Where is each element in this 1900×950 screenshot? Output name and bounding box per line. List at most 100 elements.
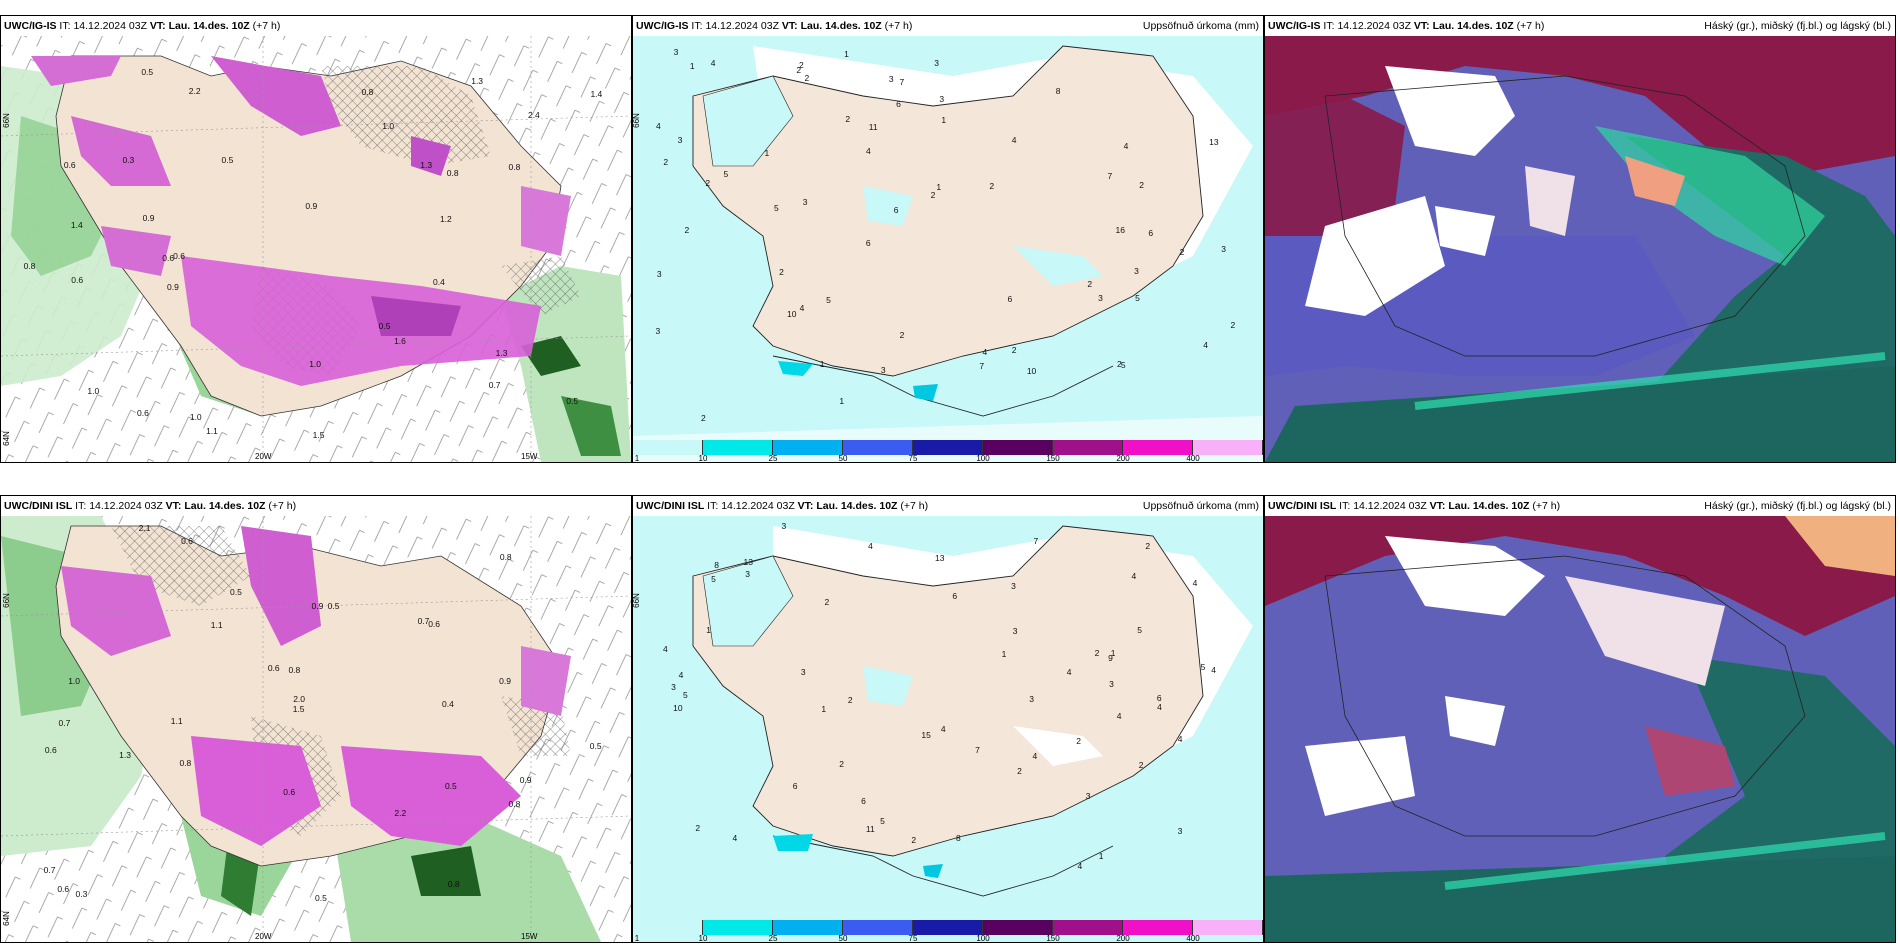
colorbar-segment bbox=[1193, 920, 1263, 935]
value-label: 0.8 bbox=[499, 551, 512, 562]
value-label: 5 bbox=[1200, 661, 1206, 672]
value-label: 3 bbox=[1134, 265, 1139, 276]
value-label: 5 bbox=[1137, 625, 1142, 636]
value-label: 4 bbox=[1123, 140, 1129, 151]
value-label: 0.8 bbox=[446, 167, 459, 178]
value-label: 2.2 bbox=[188, 86, 201, 97]
map-canvas bbox=[633, 36, 1263, 462]
value-label: 2 bbox=[989, 181, 995, 192]
colorbar-tick-label: 25 bbox=[768, 454, 778, 463]
colorbar-tick-label: 10 bbox=[698, 934, 708, 943]
value-label: 1 bbox=[941, 115, 947, 126]
value-label: 8 bbox=[1055, 85, 1061, 96]
value-label: 2 bbox=[798, 60, 804, 70]
value-label: 2 bbox=[663, 156, 669, 167]
colorbar-segment bbox=[983, 920, 1053, 935]
value-label: 0.3 bbox=[122, 154, 135, 165]
colorbar-segment bbox=[773, 440, 843, 455]
value-label: 3 bbox=[802, 196, 808, 207]
value-label: 4 bbox=[982, 346, 988, 357]
value-label: 1.0 bbox=[87, 386, 100, 397]
value-label: 0.8 bbox=[447, 879, 460, 890]
value-label: 0.5 bbox=[589, 741, 602, 752]
colorbar-tick-label: 1 bbox=[634, 934, 640, 943]
value-label: 1.2 bbox=[439, 213, 452, 224]
panel-dini-wind: UWC/DINI ISL IT: 14.12.2024 03Z VT: Lau.… bbox=[0, 495, 632, 943]
value-label: 3 bbox=[1177, 825, 1183, 836]
colorbar-segment bbox=[773, 920, 843, 935]
value-label: 0.8 bbox=[23, 261, 36, 272]
value-label: 3 bbox=[880, 365, 886, 376]
value-label: 1 bbox=[689, 60, 695, 71]
value-label: 3 bbox=[1085, 790, 1091, 801]
value-label: 1.1 bbox=[206, 426, 218, 437]
value-label: 0.4 bbox=[433, 276, 445, 287]
value-label: 2 bbox=[796, 64, 802, 75]
value-label: 7 bbox=[899, 77, 905, 88]
colorbar-tick-label: 75 bbox=[908, 454, 918, 463]
value-label: 4 bbox=[1116, 710, 1122, 721]
value-label: 4 bbox=[732, 833, 738, 844]
value-label: 0.6 bbox=[181, 535, 193, 546]
value-label: 4 bbox=[1157, 701, 1162, 712]
value-label: 1.0 bbox=[309, 359, 322, 370]
value-label: 2.2 bbox=[394, 808, 407, 819]
colorbar-segment bbox=[703, 920, 773, 935]
colorbar-tick-label: 50 bbox=[838, 934, 848, 943]
value-label: 0.6 bbox=[137, 408, 149, 419]
value-label: 4 bbox=[1203, 340, 1209, 351]
value-label: 5 bbox=[723, 169, 729, 180]
value-label: 2.4 bbox=[527, 109, 540, 120]
value-label: 5 bbox=[682, 690, 688, 701]
lat-label: 66N bbox=[1, 113, 11, 128]
value-label: 0.7 bbox=[488, 379, 501, 390]
precip-map bbox=[633, 36, 1263, 462]
value-label: 3 bbox=[781, 521, 787, 531]
colorbar-segment bbox=[1123, 920, 1193, 935]
value-label: 4 bbox=[868, 540, 873, 551]
value-label: 1.4 bbox=[70, 219, 83, 230]
value-label: 16 bbox=[1115, 225, 1125, 236]
value-label: 3 bbox=[1011, 581, 1016, 592]
value-label: 2 bbox=[1011, 344, 1017, 355]
panel-igis-wind: UWC/IG-IS IT: 14.12.2024 03Z VT: Lau. 14… bbox=[0, 15, 632, 463]
value-label: 11 bbox=[868, 122, 878, 133]
colorbar-tick-label: 100 bbox=[976, 454, 990, 463]
value-label: 2 bbox=[804, 72, 810, 83]
lat-label: 64N bbox=[1, 431, 11, 446]
value-label: 1.3 bbox=[119, 749, 131, 760]
lon-label: 20W bbox=[255, 452, 272, 461]
colorbar-segment bbox=[1053, 920, 1123, 935]
colorbar-tick-label: 400 bbox=[1186, 934, 1200, 943]
colorbar-tick-label: 200 bbox=[1116, 454, 1130, 463]
panel-title: UWC/DINI ISL IT: 14.12.2024 03Z VT: Lau.… bbox=[1265, 496, 1895, 516]
value-label: 2 bbox=[839, 758, 844, 769]
value-label: 0.8 bbox=[508, 161, 521, 172]
colorbar-tick-label: 25 bbox=[768, 934, 778, 943]
value-label: 1 bbox=[1001, 648, 1007, 659]
value-label: 2 bbox=[1087, 279, 1093, 290]
value-label: 0.5 bbox=[566, 395, 579, 406]
value-label: 3 bbox=[1221, 243, 1227, 254]
lat-label: 64N bbox=[1, 911, 11, 926]
value-label: 4 bbox=[656, 120, 661, 131]
colorbar-segment bbox=[703, 440, 773, 455]
value-label: 4 bbox=[1066, 667, 1072, 678]
value-label: 4 bbox=[678, 669, 684, 680]
value-label: 2 bbox=[695, 822, 701, 833]
value-label: 4 bbox=[1131, 571, 1137, 582]
value-label: 0.6 bbox=[267, 662, 280, 673]
value-label: 1.5 bbox=[312, 430, 325, 441]
value-label: 2 bbox=[1094, 648, 1100, 659]
value-label: 4 bbox=[710, 57, 716, 68]
value-label: 0.6 bbox=[173, 250, 185, 261]
value-label: 7 bbox=[1033, 535, 1039, 546]
value-label: 15 bbox=[921, 730, 931, 741]
value-label: 2.0 bbox=[293, 693, 306, 704]
colorbar-segment bbox=[633, 920, 703, 935]
value-label: 1.0 bbox=[68, 676, 81, 687]
colorbar-segment bbox=[1193, 440, 1263, 455]
value-label: 0.6 bbox=[57, 884, 70, 895]
panel-title: UWC/DINI ISL IT: 14.12.2024 03Z VT: Lau.… bbox=[633, 496, 1263, 516]
value-label: 3 bbox=[1098, 293, 1103, 304]
